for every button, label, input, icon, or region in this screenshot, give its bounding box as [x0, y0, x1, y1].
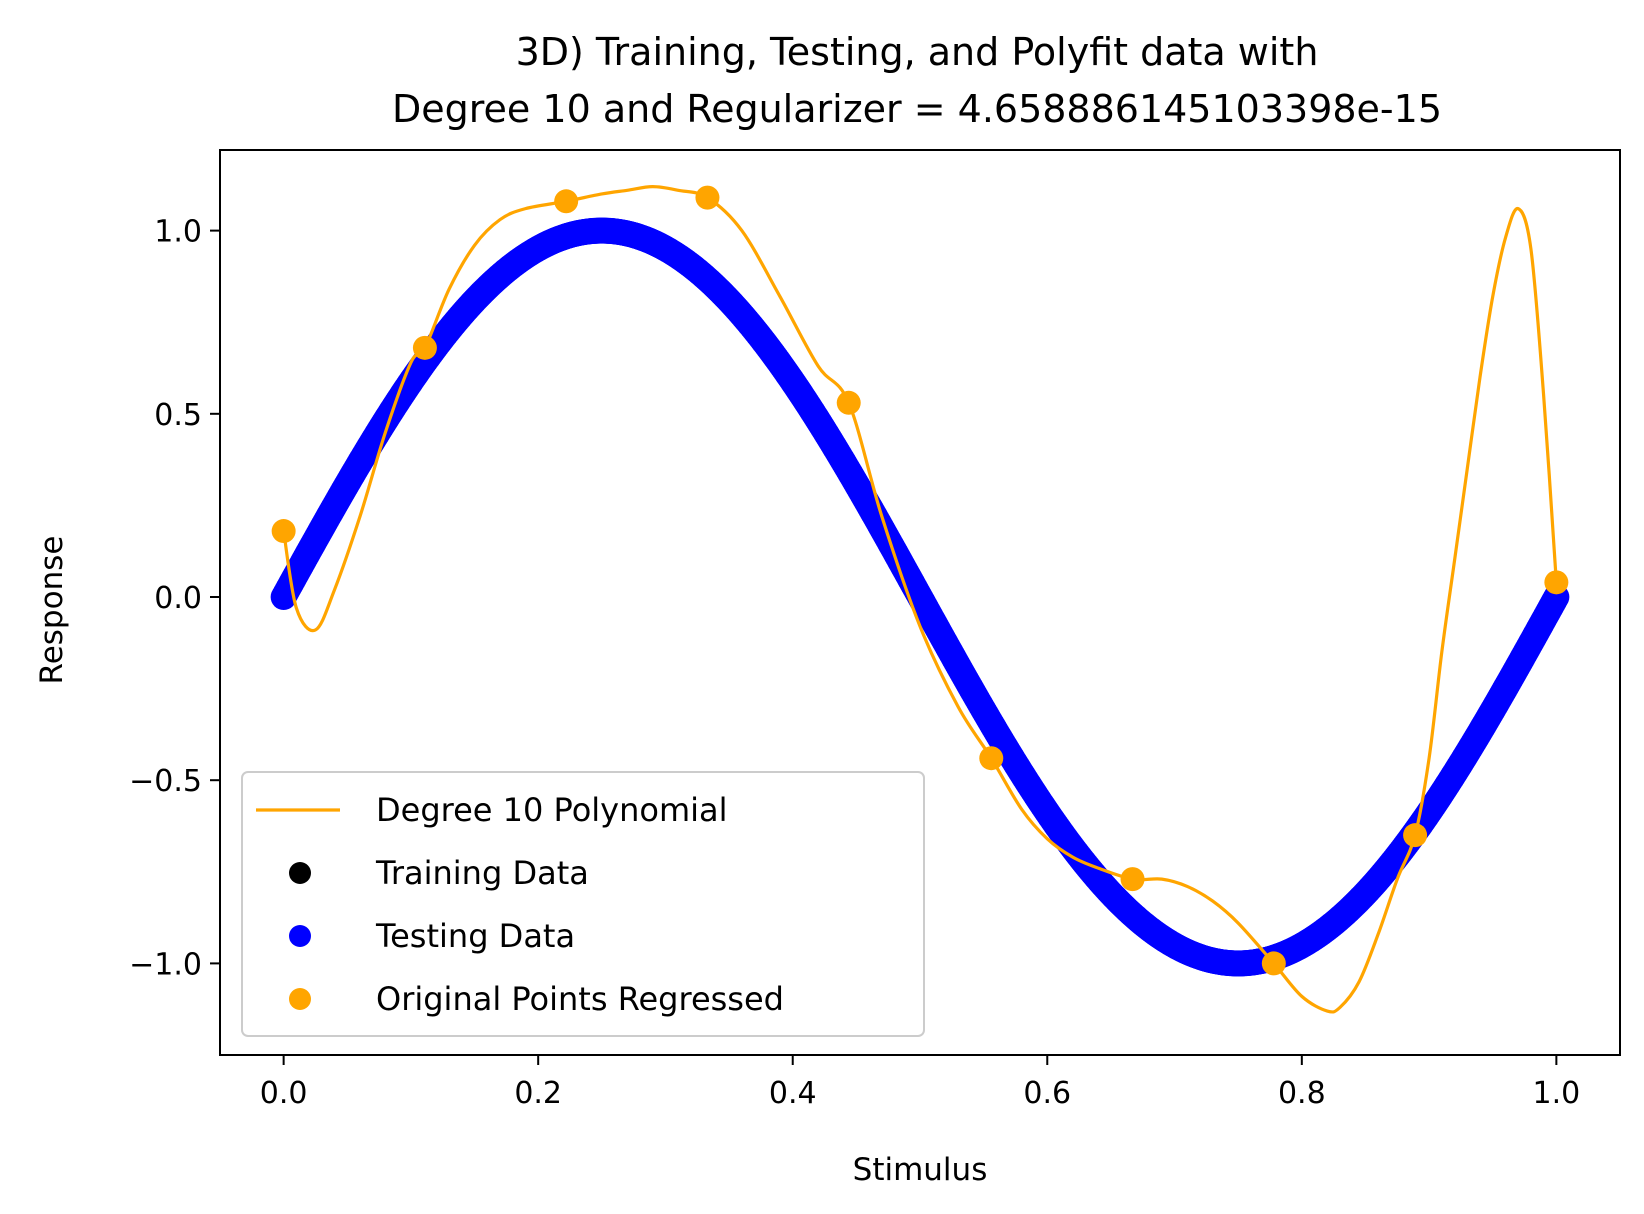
x-tick-label: 1.0: [1533, 1076, 1581, 1111]
x-tick-label: 0.8: [1278, 1076, 1326, 1111]
testing-data-series: [270, 217, 1570, 977]
legend-marker-testing: [289, 925, 311, 947]
y-tick-label: 1.0: [154, 215, 202, 250]
original-point: [271, 519, 296, 544]
original-point: [695, 185, 720, 210]
x-axis-label: Stimulus: [853, 1152, 988, 1188]
x-tick-label: 0.4: [769, 1076, 817, 1111]
legend-label-polynomial: Degree 10 Polynomial: [376, 791, 728, 829]
original-point: [1544, 570, 1569, 595]
x-tick-label: 0.2: [514, 1076, 562, 1111]
original-point: [1120, 867, 1145, 892]
legend: Degree 10 Polynomial Training Data Testi…: [241, 771, 925, 1037]
chart-title-line-2: Degree 10 and Regularizer = 4.6588861451…: [392, 87, 1442, 131]
y-tick-label: 0.0: [154, 581, 202, 616]
x-tick-label: 0.0: [260, 1076, 308, 1111]
original-point: [412, 335, 437, 360]
x-axis-ticks: 0.0 0.2 0.4 0.6 0.8 1.0: [260, 1055, 1580, 1111]
y-tick-label: −0.5: [129, 764, 202, 799]
legend-marker-training: [289, 862, 311, 884]
legend-label-testing: Testing Data: [375, 917, 575, 955]
y-axis-label: Response: [34, 536, 70, 685]
original-point: [979, 746, 1004, 771]
original-point: [1403, 823, 1428, 848]
legend-label-training: Training Data: [375, 854, 589, 892]
original-points-series: [271, 185, 1569, 976]
original-point: [1261, 951, 1286, 976]
chart-title-line-1: 3D) Training, Testing, and Polyfit data …: [516, 30, 1319, 74]
legend-box: [241, 771, 925, 1037]
legend-label-original: Original Points Regressed: [376, 980, 784, 1018]
y-tick-label: 0.5: [154, 398, 202, 433]
degree-10-polynomial-line: [282, 185, 1558, 1014]
x-tick-label: 0.6: [1023, 1076, 1071, 1111]
original-point: [554, 189, 579, 214]
y-axis-ticks: −1.0 −0.5 0.0 0.5 1.0: [129, 215, 220, 982]
plot-frame: [219, 149, 1621, 1056]
y-tick-label: −1.0: [129, 947, 202, 982]
original-point: [836, 390, 861, 415]
legend-marker-original: [289, 988, 311, 1010]
